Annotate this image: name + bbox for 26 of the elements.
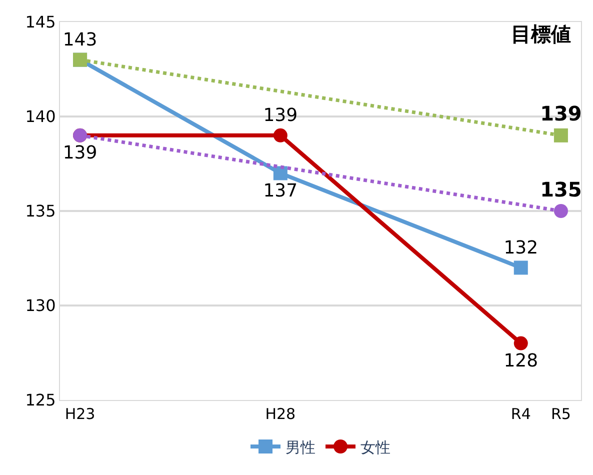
point xyxy=(273,128,288,142)
data-label: 139 xyxy=(263,105,298,126)
legend-label: 男性 xyxy=(286,438,316,456)
y-tick-label: 145 xyxy=(25,12,56,32)
x-tick-label: R4 xyxy=(510,405,531,423)
point xyxy=(554,128,568,142)
x-tick-label: R5 xyxy=(550,405,571,423)
data-label: 135 xyxy=(540,177,582,202)
x-tick-label: H23 xyxy=(64,405,96,423)
data-label: 128 xyxy=(504,350,538,372)
annotation: 目標値 xyxy=(511,22,571,46)
y-tick-label: 140 xyxy=(25,107,56,126)
y-tick-label: 130 xyxy=(25,296,56,316)
data-label: 139 xyxy=(62,142,98,164)
point xyxy=(514,336,528,350)
y-tick-label: 135 xyxy=(25,202,56,221)
point xyxy=(273,166,288,180)
data-label: 143 xyxy=(62,30,98,51)
point xyxy=(514,260,528,275)
data-label: 137 xyxy=(263,180,298,202)
point xyxy=(554,204,568,218)
y-tick-label: 125 xyxy=(25,390,56,410)
data-label: 132 xyxy=(504,237,538,258)
legend-label: 女性 xyxy=(360,438,390,456)
x-tick-label: H28 xyxy=(265,405,296,423)
data-label: 139 xyxy=(540,102,582,126)
